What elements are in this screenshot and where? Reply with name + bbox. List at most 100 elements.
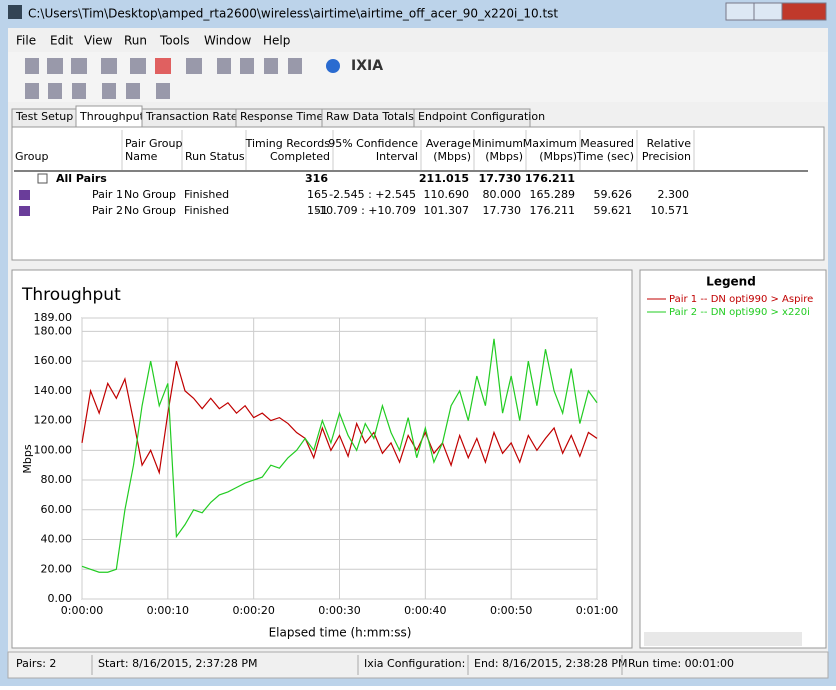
column-header: Interval (376, 150, 418, 163)
table-cell: No Group (124, 188, 176, 201)
column-header: Group (15, 150, 49, 163)
legend-label: Pair 2 -- DN opti990 > x220i (669, 307, 810, 318)
y-tick-label: 140.00 (34, 384, 73, 397)
table-cell: 151 (307, 204, 328, 217)
table-cell: 17.730 (483, 204, 522, 217)
x-tick-label: 0:00:10 (147, 604, 189, 617)
y-tick-label: 80.00 (41, 473, 73, 486)
table-cell: 211.015 (419, 172, 469, 185)
toolbar-icons (25, 58, 340, 99)
column-header: Average (426, 137, 471, 150)
column-header: 95% Confidence (328, 137, 418, 150)
status-field: Run time: 00:01:00 (628, 657, 734, 670)
status-bar (7, 651, 829, 679)
column-header: (Mbps) (539, 150, 577, 163)
ixia-logo: IXIA (351, 58, 383, 74)
table-cell: 59.621 (594, 204, 633, 217)
x-tick-label: 0:00:50 (490, 604, 532, 617)
table-cell: 101.307 (424, 204, 470, 217)
table-cell: All Pairs (56, 172, 107, 185)
window-title: C:\Users\Tim\Desktop\amped_rta2600\wirel… (28, 7, 558, 21)
y-tick-label: 160.00 (34, 354, 73, 367)
x-tick-label: 0:01:00 (576, 604, 618, 617)
y-tick-label: 120.00 (34, 414, 73, 427)
y-tick-label: 100.00 (34, 443, 73, 456)
table-cell: 316 (305, 172, 328, 185)
table-cell: 80.000 (483, 188, 522, 201)
tab-label: Endpoint Configuration (418, 110, 545, 123)
y-tick-label: 20.00 (41, 562, 73, 575)
y-tick-label: 180.00 (34, 324, 73, 337)
table-cell: 110.690 (424, 188, 470, 201)
table-cell: 10.571 (651, 204, 690, 217)
y-tick-label: 189.00 (34, 311, 73, 324)
minimize-button[interactable] (725, 2, 755, 21)
column-header: Run Status (185, 150, 245, 163)
column-header: Relative (647, 137, 692, 150)
menu-item[interactable]: Help (263, 34, 290, 48)
menu-item[interactable]: Run (124, 34, 147, 48)
y-tick-label: 60.00 (41, 503, 73, 516)
table-cell: No Group (124, 204, 176, 217)
table-cell: 59.626 (594, 188, 633, 201)
collapse-toggle[interactable] (37, 173, 48, 184)
column-header: Measured (580, 137, 634, 150)
tab-label: Test Setup (15, 110, 73, 123)
tab[interactable] (413, 108, 531, 128)
x-tick-label: 0:00:30 (318, 604, 360, 617)
column-header: Name (125, 150, 158, 163)
menu-item[interactable]: Tools (159, 34, 190, 48)
table-cell: 176.211 (530, 204, 576, 217)
y-tick-label: 40.00 (41, 533, 73, 546)
pair-icon (19, 206, 30, 216)
column-header: Timing Records (245, 137, 331, 150)
column-header: Time (sec) (575, 150, 634, 163)
tab-label: Raw Data Totals (326, 110, 414, 123)
column-header: Maximum (523, 137, 577, 150)
results-table (11, 126, 825, 261)
column-header: Minimum (472, 137, 523, 150)
tab-label: Response Time (240, 110, 323, 123)
table-cell: 17.730 (479, 172, 522, 185)
table-cell: 165.289 (530, 188, 576, 201)
table-cell: Finished (184, 188, 229, 201)
menu-item[interactable]: File (16, 34, 36, 48)
maximize-button[interactable] (753, 2, 783, 21)
legend-title: Legend (706, 275, 756, 289)
table-cell: 165 (307, 188, 328, 201)
series-line (81, 360, 598, 475)
tab-label: Throughput (79, 110, 145, 123)
legend-scrollbar[interactable] (644, 632, 802, 646)
pair-icon (19, 190, 30, 200)
menu-item[interactable]: Window (204, 34, 252, 48)
column-header: Completed (270, 150, 330, 163)
close-button[interactable] (781, 2, 827, 21)
chart-title: Throughput (21, 285, 121, 305)
menu-item[interactable]: Edit (50, 34, 74, 48)
series-line (81, 338, 598, 573)
status-field: Ixia Configuration: (364, 657, 465, 670)
tab-label: Transaction Rate (145, 110, 238, 123)
table-cell: -10.709 : +10.709 (315, 204, 416, 217)
table-cell: Pair 1 (92, 188, 123, 201)
x-axis-label: Elapsed time (h:mm:ss) (269, 626, 412, 640)
table-cell: Finished (184, 204, 229, 217)
status-field: End: 8/16/2015, 2:38:28 PM (474, 657, 628, 670)
y-axis-label: Mbps (21, 444, 34, 473)
menu-item[interactable]: View (84, 34, 113, 48)
x-tick-label: 0:00:40 (404, 604, 446, 617)
table-cell: 176.211 (525, 172, 575, 185)
status-field: Start: 8/16/2015, 2:37:28 PM (98, 657, 258, 670)
x-tick-label: 0:00:20 (232, 604, 274, 617)
table-cell: -2.545 : +2.545 (329, 188, 416, 201)
column-header: (Mbps) (485, 150, 523, 163)
table-cell: 2.300 (658, 188, 690, 201)
column-header: Precision (642, 150, 691, 163)
x-tick-label: 0:00:00 (61, 604, 103, 617)
column-header: (Mbps) (433, 150, 471, 163)
table-cell: Pair 2 (92, 204, 123, 217)
legend-panel (639, 269, 827, 649)
y-tick-label: 0.00 (48, 592, 73, 605)
